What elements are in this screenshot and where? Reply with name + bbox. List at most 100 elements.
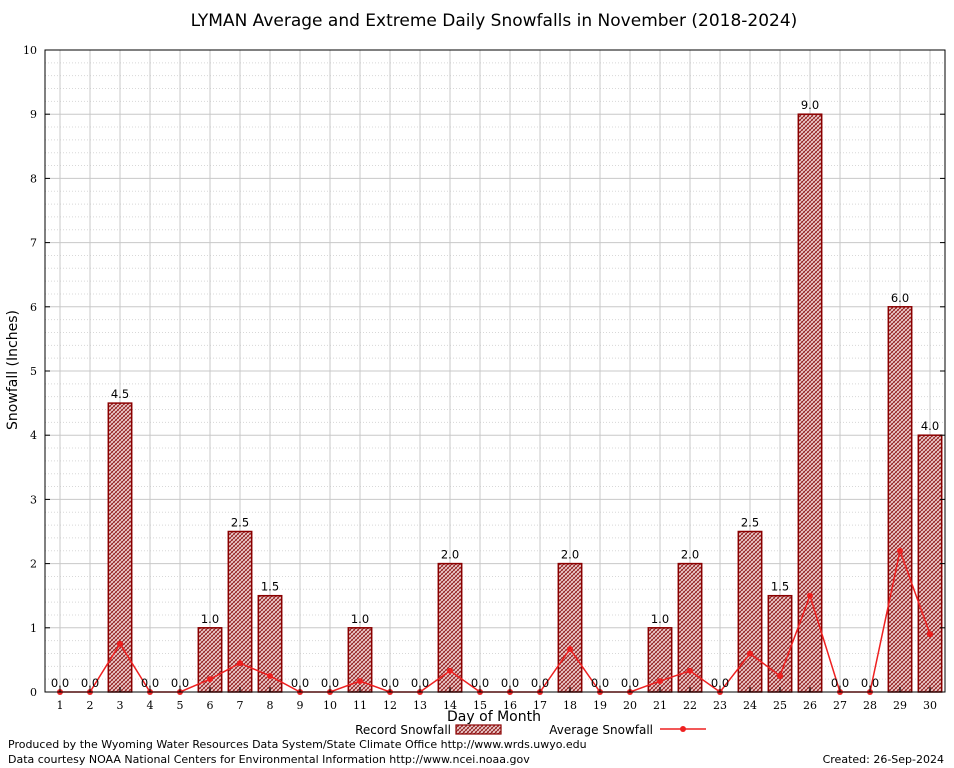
legend-average-label: Average Snowfall (549, 723, 653, 737)
bar-value-label: 0.0 (471, 676, 489, 690)
x-tick-label: 1 (57, 699, 64, 712)
bar-value-label: 4.0 (921, 419, 939, 433)
average-point-day-30 (927, 631, 933, 638)
record-bar-day-18 (557, 562, 583, 693)
average-point-day-21 (657, 678, 663, 685)
bar-value-label: 0.0 (81, 676, 99, 690)
bar-value-label: 0.0 (621, 676, 639, 690)
average-point-day-7 (237, 660, 243, 667)
x-tick-label: 26 (803, 699, 817, 712)
record-bar-day-24 (737, 530, 763, 693)
data-courtesy-credit: Data courtesy NOAA National Centers for … (8, 753, 530, 766)
bar-value-label: 6.0 (891, 291, 909, 305)
average-point-day-6 (207, 676, 213, 683)
bar-value-label: 0.0 (831, 676, 849, 690)
x-tick-label: 24 (743, 699, 757, 712)
y-tick-label: 9 (30, 108, 37, 121)
x-tick-label: 25 (773, 699, 787, 712)
y-tick-label: 1 (30, 622, 37, 635)
created-date: Created: 26-Sep-2024 (822, 753, 944, 766)
bar-value-label: 9.0 (801, 98, 819, 112)
bar-value-label: 2.0 (441, 548, 459, 562)
x-tick-label: 11 (353, 699, 367, 712)
bar-value-label: 0.0 (531, 676, 549, 690)
y-tick-label: 10 (23, 44, 37, 57)
x-tick-label: 22 (683, 699, 697, 712)
average-point-day-18 (567, 645, 573, 652)
bar-value-label: 0.0 (171, 676, 189, 690)
record-bar-day-29 (887, 306, 913, 693)
bar-value-label: 2.0 (561, 548, 579, 562)
bar-value-label: 1.5 (771, 580, 789, 594)
average-point-day-26 (807, 592, 813, 599)
x-tick-label: 21 (653, 699, 667, 712)
bar-value-label: 1.0 (201, 612, 219, 626)
bar-value-label: 0.0 (711, 676, 729, 690)
average-point-day-25 (777, 672, 783, 679)
bar-value-labels: 0.0 0.0 4.5 0.0 0.0 1.0 2.5 1.5 0.0 0.0 1.0 0.0 0.0 2… (51, 98, 939, 690)
x-tick-label: 8 (267, 699, 274, 712)
y-tick-label: 5 (30, 365, 37, 378)
x-tick-label: 7 (237, 699, 244, 712)
grid (45, 49, 945, 693)
record-bar-day-30 (917, 434, 943, 693)
x-tick-label: 9 (297, 699, 304, 712)
y-axis-label: Snowfall (Inches) (5, 310, 21, 430)
y-tick-label: 7 (30, 237, 37, 250)
x-tick-label: 12 (383, 699, 397, 712)
bar-value-label: 4.5 (111, 387, 129, 401)
x-tick-label: 29 (893, 699, 907, 712)
bar-value-label: 0.0 (591, 676, 609, 690)
average-point-day-3 (117, 640, 123, 647)
bar-value-label: 1.0 (351, 612, 369, 626)
record-bar-day-3 (107, 402, 133, 693)
x-tick-label: 27 (833, 699, 847, 712)
bar-value-label: 2.0 (681, 548, 699, 562)
average-point-day-29 (897, 547, 903, 554)
y-tick-label: 4 (30, 429, 37, 442)
x-tick-label: 16 (503, 699, 517, 712)
record-bars (107, 113, 943, 693)
y-tick-label: 3 (30, 493, 37, 506)
bar-value-label: 0.0 (321, 676, 339, 690)
bar-value-label: 0.0 (861, 676, 879, 690)
legend: Record Snowfall Average Snowfall (355, 723, 706, 737)
produced-by-credit: Produced by the Wyoming Water Resources … (8, 738, 587, 751)
x-tick-label: 4 (147, 699, 154, 712)
record-bar-day-26 (797, 113, 823, 693)
chart-title: LYMAN Average and Extreme Daily Snowfall… (191, 11, 798, 31)
average-point-day-8 (267, 672, 273, 679)
x-tick-label: 17 (533, 699, 547, 712)
x-tick-label: 18 (563, 699, 577, 712)
y-tick-label: 0 (30, 686, 37, 699)
legend-record-swatch (455, 724, 502, 735)
legend-record-label: Record Snowfall (355, 723, 451, 737)
bar-value-label: 1.0 (651, 612, 669, 626)
y-tick-label: 8 (30, 172, 37, 185)
x-tick-label: 23 (713, 699, 727, 712)
x-tick-label: 10 (323, 699, 337, 712)
x-tick-label: 28 (863, 699, 877, 712)
x-tick-label: 6 (207, 699, 214, 712)
legend-average-marker (680, 726, 686, 732)
x-tick-label: 30 (923, 699, 937, 712)
bar-value-label: 1.5 (261, 580, 279, 594)
bar-value-label: 0.0 (291, 676, 309, 690)
x-tick-label: 20 (623, 699, 637, 712)
bar-value-label: 0.0 (141, 676, 159, 690)
bar-value-label: 2.5 (741, 516, 759, 530)
x-tick-label: 14 (443, 699, 457, 712)
bar-value-label: 0.0 (501, 676, 519, 690)
average-point-day-14 (447, 667, 453, 674)
bar-value-label: 0.0 (381, 676, 399, 690)
average-point-day-24 (747, 650, 753, 657)
bar-value-label: 0.0 (51, 676, 69, 690)
x-tick-label: 5 (177, 699, 184, 712)
y-tick-label: 2 (30, 558, 37, 571)
x-tick-label: 2 (87, 699, 94, 712)
x-tick-label: 3 (117, 699, 124, 712)
y-tick-label: 6 (30, 301, 37, 314)
bar-value-label: 0.0 (411, 676, 429, 690)
